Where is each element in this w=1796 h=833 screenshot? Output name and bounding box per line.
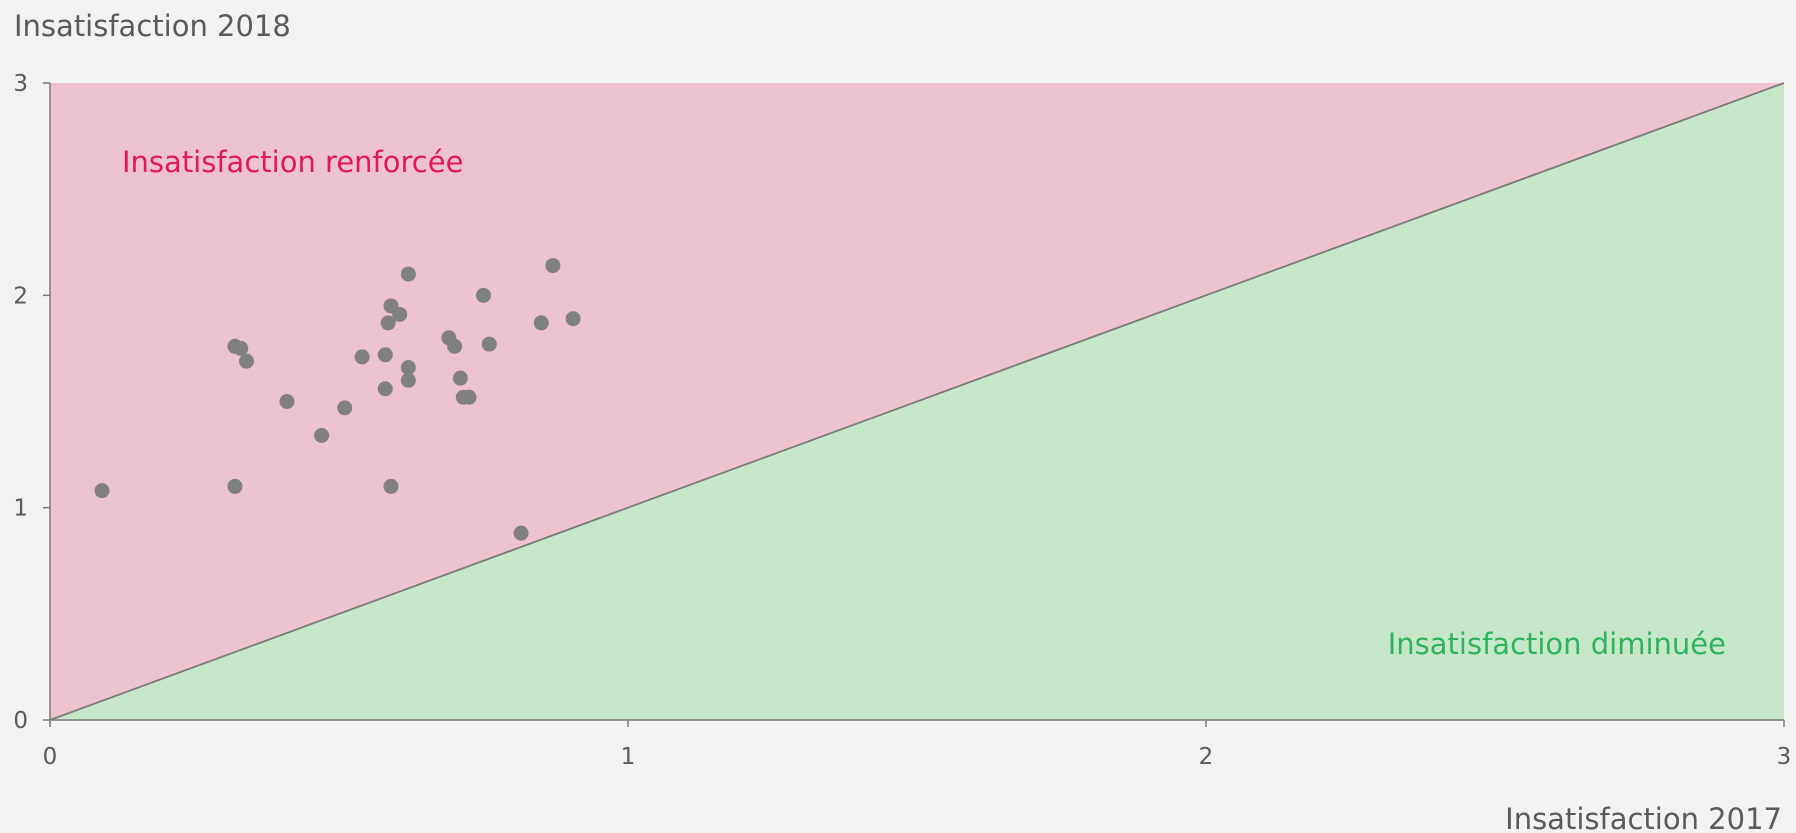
y-axis-ticks: 0 1 2 3 [13, 71, 50, 734]
scatter-point [377, 381, 393, 397]
scatter-point [314, 427, 330, 443]
x-tick-label: 2 [1199, 744, 1214, 770]
scatter-point [400, 372, 416, 388]
y-tick-label: 2 [13, 283, 28, 309]
reference-diagonal-line [49, 82, 1785, 721]
y-tick-label: 0 [13, 708, 28, 734]
scatter-point [565, 311, 581, 327]
scatter-point [513, 525, 529, 541]
x-tick-label: 1 [621, 744, 636, 770]
y-axis-title: Insatisfaction 2018 [14, 9, 291, 43]
region-label-insatisfaction-renforcee: Insatisfaction renforcée [122, 145, 463, 179]
scatter-point [337, 400, 353, 416]
scatter-point [392, 306, 408, 322]
scatter-point [94, 483, 110, 499]
scatter-point [227, 478, 243, 494]
scatter-point [481, 336, 497, 352]
scatter-point [400, 360, 416, 376]
scatter-point [461, 389, 477, 405]
scatter-point [354, 349, 370, 365]
scatter-point [377, 347, 393, 363]
scatter-point [447, 338, 463, 354]
x-tick-label: 3 [1777, 744, 1792, 770]
scatter-point [279, 394, 295, 409]
x-axis-ticks: 0 1 2 3 [43, 720, 1792, 770]
region-label-insatisfaction-diminuee: Insatisfaction diminuée [1388, 627, 1726, 661]
scatter-points [94, 258, 581, 541]
scatter-point [239, 353, 255, 369]
scatter-point [452, 370, 468, 386]
y-tick-label: 3 [13, 71, 28, 97]
scatter-point [383, 478, 399, 494]
scatter-point [533, 315, 549, 331]
scatter-point [476, 287, 491, 303]
scatter-point [545, 258, 561, 274]
scatter-point [400, 266, 416, 282]
x-axis-title: Insatisfaction 2017 [1505, 802, 1782, 833]
y-tick-label: 1 [13, 496, 28, 522]
scatter-point [233, 340, 249, 356]
scatter-point [380, 315, 396, 331]
x-tick-label: 0 [43, 744, 58, 770]
